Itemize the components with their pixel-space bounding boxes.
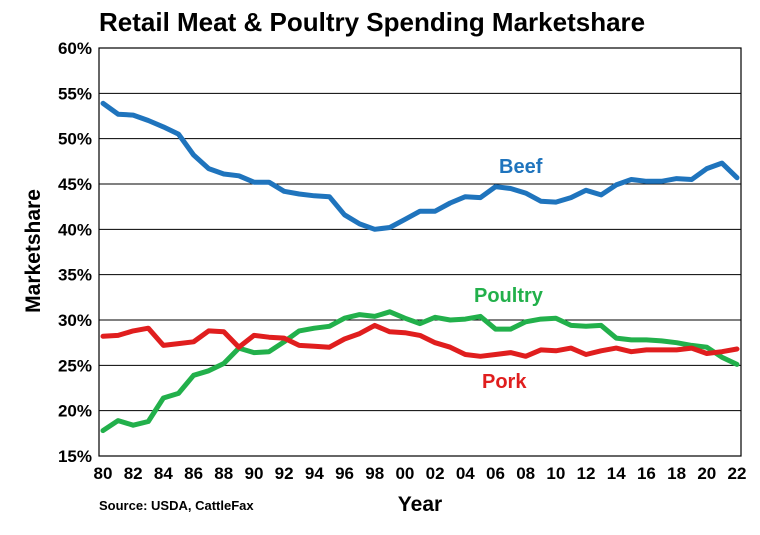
x-axis-label: Year xyxy=(398,493,442,516)
beef-series-label: Beef xyxy=(499,156,543,178)
beef-series-line xyxy=(100,100,740,232)
y-tick-label: 25% xyxy=(58,356,92,375)
x-tick-label: 84 xyxy=(154,464,173,483)
y-tick-label: 30% xyxy=(58,311,92,330)
x-tick-label: 22 xyxy=(728,464,747,483)
x-tick-label: 80 xyxy=(94,464,113,483)
x-tick-label: 92 xyxy=(275,464,294,483)
x-tick-label: 06 xyxy=(486,464,505,483)
series-lines xyxy=(100,100,740,434)
x-axis-ticks: 80 82 84 86 88 90 92 94 96 98 00 02 04 06 08 10 12 14 16 18… xyxy=(94,464,747,483)
x-tick-label: 08 xyxy=(516,464,535,483)
y-tick-label: 40% xyxy=(58,220,92,239)
x-tick-label: 04 xyxy=(456,464,475,483)
x-tick-label: 16 xyxy=(637,464,656,483)
x-tick-label: 14 xyxy=(607,464,626,483)
y-tick-label: 55% xyxy=(58,84,92,103)
y-axis-ticks: 15% 20% 25% 30% 35% 40% 45% 50% 55% 60% xyxy=(58,39,92,466)
x-tick-label: 12 xyxy=(577,464,596,483)
chart-title: Retail Meat & Poultry Spending Marketsha… xyxy=(99,7,645,37)
x-tick-label: 02 xyxy=(426,464,445,483)
y-tick-label: 50% xyxy=(58,130,92,149)
x-tick-label: 94 xyxy=(305,464,324,483)
x-tick-label: 20 xyxy=(697,464,716,483)
y-tick-label: 35% xyxy=(58,266,92,285)
x-tick-label: 88 xyxy=(214,464,233,483)
x-tick-label: 90 xyxy=(244,464,263,483)
x-tick-label: 00 xyxy=(395,464,414,483)
x-tick-label: 82 xyxy=(124,464,143,483)
y-tick-label: 60% xyxy=(58,39,92,58)
poultry-series-label: Poultry xyxy=(474,285,544,307)
poultry-series-line xyxy=(100,309,740,434)
pork-series-label: Pork xyxy=(482,371,527,393)
y-axis-label: Marketshare xyxy=(22,189,45,313)
y-tick-label: 15% xyxy=(58,447,92,466)
y-tick-label: 20% xyxy=(58,402,92,421)
pork-series-line xyxy=(100,322,740,359)
x-tick-label: 98 xyxy=(365,464,384,483)
x-tick-label: 96 xyxy=(335,464,354,483)
y-tick-label: 45% xyxy=(58,175,92,194)
plot-frame xyxy=(98,47,742,457)
x-tick-label: 18 xyxy=(667,464,686,483)
source-note: Source: USDA, CattleFax xyxy=(99,498,254,513)
x-tick-label: 10 xyxy=(546,464,565,483)
x-tick-label: 86 xyxy=(184,464,203,483)
grid xyxy=(99,92,741,412)
